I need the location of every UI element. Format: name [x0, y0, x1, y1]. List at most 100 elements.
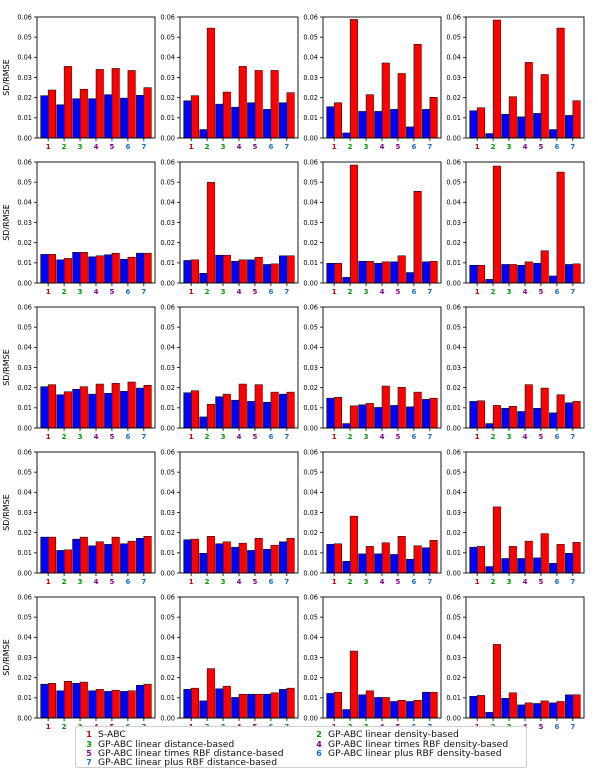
y-tick-label: 0.06 [303, 448, 318, 456]
bar-blue-1 [469, 546, 478, 574]
bar-blue-5 [390, 109, 399, 139]
bar-blue-5 [533, 557, 542, 574]
x-tick-label-1: 1 [189, 288, 194, 296]
bar-blue-2 [199, 416, 208, 429]
bar-blue-6 [120, 258, 129, 284]
bar-red-5 [540, 533, 549, 574]
bar-blue-2 [56, 394, 65, 429]
x-tick-label-7: 7 [427, 433, 432, 441]
bar-blue-5 [247, 550, 256, 574]
bar-red-6 [556, 394, 565, 429]
bar-red-4 [381, 385, 390, 429]
bar-blue-1 [40, 536, 49, 574]
bar-red-3 [79, 88, 88, 139]
bar-red-2 [206, 536, 215, 574]
bar-red-7 [429, 97, 438, 139]
x-tick-label-2: 2 [205, 433, 210, 441]
y-tick-label: 0.01 [160, 114, 175, 122]
bar-red-2 [349, 164, 358, 284]
x-tick-label-5: 5 [110, 578, 115, 586]
y-tick-label: 0.04 [17, 489, 32, 497]
y-tick-label: 0.03 [303, 509, 318, 517]
legend-marker-6: 6 [316, 749, 322, 758]
axes-frame [36, 596, 156, 719]
y-tick-label: 0.04 [446, 634, 461, 642]
y-tick-label: 0.02 [446, 674, 461, 682]
y-tick-label: 0.05 [17, 178, 32, 186]
x-tick-label-2: 2 [491, 288, 496, 296]
bar-red-5 [397, 73, 406, 139]
subplot-r3-c4: 0.00 0.01 0.02 0.03 0.04 0.05 0.06 1 2 3 4 5 6 7 [446, 303, 585, 441]
x-tick-label-7: 7 [284, 433, 289, 441]
y-tick-label: 0.01 [17, 259, 32, 267]
bar-red-7 [286, 391, 295, 429]
y-tick-label: 0.04 [160, 199, 175, 207]
bar-red-5 [540, 700, 549, 719]
bar-red-5 [254, 256, 263, 284]
bar-blue-3 [501, 558, 510, 574]
x-tick-label-1: 1 [332, 433, 337, 441]
subplot-r2-c3: 0.00 0.01 0.02 0.03 0.04 0.05 0.06 1 2 3 4 5 6 7 [303, 158, 442, 296]
x-tick-label-4: 4 [237, 578, 242, 586]
y-tick-label: 0.02 [17, 239, 32, 247]
bar-blue-4 [374, 553, 383, 574]
legend-item-6: 6 GP-ABC linear plus RBF density-based [312, 749, 501, 759]
y-tick-label: 0.03 [446, 654, 461, 662]
axes-frame [322, 161, 442, 284]
bar-red-3 [79, 681, 88, 719]
bar-red-5 [111, 252, 120, 284]
y-tick-label: 0.01 [160, 259, 175, 267]
bar-blue-3 [215, 543, 224, 574]
legend-item-4: 4 GP-ABC linear times RBF density-based [312, 740, 508, 750]
x-tick-label-5: 5 [539, 143, 544, 151]
bar-blue-2 [199, 552, 208, 574]
y-tick-label: 0.05 [160, 178, 175, 186]
y-tick-label: 0.02 [160, 94, 175, 102]
x-tick-label-7: 7 [141, 578, 146, 586]
bar-red-4 [524, 540, 533, 574]
bar-blue-1 [40, 95, 49, 139]
legend-label-3: GP-ABC linear distance-based [98, 739, 235, 750]
bar-blue-4 [374, 407, 383, 429]
x-tick-label-2: 2 [205, 143, 210, 151]
y-tick-label: 0.03 [303, 364, 318, 372]
bar-red-2 [206, 27, 215, 139]
bar-blue-6 [406, 406, 415, 429]
axes-frame [465, 596, 585, 719]
bar-blue-5 [247, 259, 256, 284]
bar-red-7 [143, 252, 152, 284]
y-tick-label: 0.05 [446, 33, 461, 41]
x-tick-label-1: 1 [475, 288, 480, 296]
bar-red-4 [238, 66, 247, 139]
x-tick-label-3: 3 [221, 143, 226, 151]
bar-blue-3 [501, 407, 510, 429]
y-tick-label: 0.04 [160, 54, 175, 62]
bar-red-6 [127, 256, 136, 284]
x-tick-label-2: 2 [205, 578, 210, 586]
y-tick-label: 0.02 [446, 384, 461, 392]
bar-blue-4 [517, 265, 526, 284]
x-tick-label-1: 1 [46, 723, 51, 731]
bar-blue-7 [565, 115, 574, 139]
bar-blue-6 [120, 97, 129, 139]
bar-red-3 [365, 260, 374, 284]
bar-red-4 [238, 383, 247, 429]
bar-blue-4 [374, 697, 383, 719]
x-tick-label-4: 4 [380, 433, 385, 441]
x-tick-label-2: 2 [348, 433, 353, 441]
bar-red-2 [349, 19, 358, 139]
bar-red-6 [127, 540, 136, 574]
y-tick-label: 0.05 [303, 33, 318, 41]
x-tick-label-6: 6 [554, 288, 559, 296]
y-tick-label: 0.01 [160, 404, 175, 412]
y-tick-label: 0.06 [446, 13, 461, 21]
bar-blue-1 [183, 100, 192, 139]
legend: 1 S-ABC 2 GP-ABC linear density-based 3 GP-… [75, 726, 527, 768]
bar-red-2 [206, 403, 215, 429]
bar-blue-7 [565, 264, 574, 284]
bar-red-3 [79, 386, 88, 429]
subplot-r1-c4: 0.00 0.01 0.02 0.03 0.04 0.05 0.06 1 2 3 4 5 6 7 [446, 13, 585, 151]
y-tick-label: 0.04 [446, 199, 461, 207]
y-tick-label: 0.01 [17, 114, 32, 122]
legend-marker-3: 3 [86, 740, 92, 749]
